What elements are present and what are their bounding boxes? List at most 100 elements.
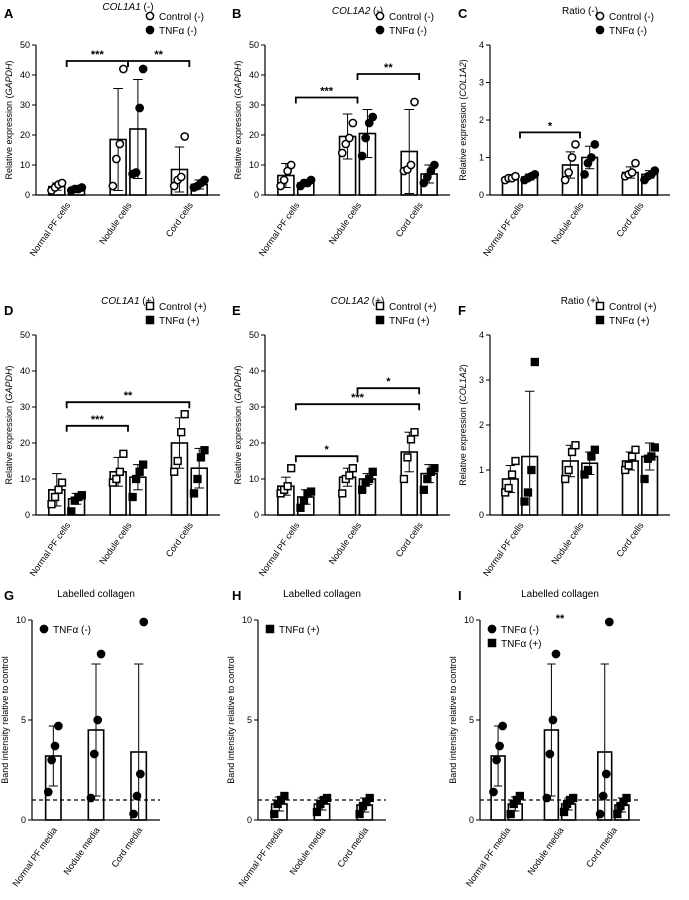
data-point xyxy=(598,791,608,801)
data-point xyxy=(368,467,377,476)
panel-letter: I xyxy=(458,588,462,603)
data-point xyxy=(67,507,76,516)
data-point xyxy=(365,793,374,803)
legend-label: Control (-) xyxy=(159,12,204,23)
data-point xyxy=(89,749,99,759)
data-point xyxy=(193,474,202,484)
data-point xyxy=(196,453,206,462)
panel-letter: F xyxy=(458,303,466,318)
x-tick-label: Nodule media xyxy=(62,825,102,876)
panel-title: COL1A1 (-) xyxy=(102,2,153,13)
legend-label: Control (-) xyxy=(609,12,654,23)
data-point xyxy=(77,183,87,192)
data-point xyxy=(590,140,600,149)
y-tick-label: 10 xyxy=(16,615,26,625)
significance-label: *** xyxy=(320,86,334,98)
panel-letter: A xyxy=(4,6,14,21)
legend-marker xyxy=(145,315,155,325)
x-tick-label: Cord cells xyxy=(394,200,425,239)
data-point xyxy=(631,445,640,454)
data-point xyxy=(590,445,599,454)
data-point xyxy=(348,464,358,473)
y-axis-label: Band intensity relative to control xyxy=(226,656,236,784)
legend-label: TNFα (+) xyxy=(609,316,650,327)
data-point xyxy=(180,132,190,141)
data-point xyxy=(132,791,142,801)
data-point xyxy=(306,175,316,185)
panel-title: Labelled collagen xyxy=(57,589,135,600)
y-tick-label: 0 xyxy=(469,815,474,825)
y-tick-label: 0 xyxy=(254,190,259,200)
data-point xyxy=(498,721,507,731)
data-point xyxy=(504,483,513,493)
y-tick-label: 10 xyxy=(20,474,30,484)
data-point xyxy=(57,478,67,487)
legend-marker xyxy=(145,25,155,35)
legend-marker xyxy=(145,301,155,311)
data-point xyxy=(527,465,536,475)
data-point xyxy=(492,755,501,765)
y-tick-label: 0 xyxy=(25,510,30,520)
data-point xyxy=(180,410,189,419)
panel-title: Labelled collagen xyxy=(283,589,361,600)
legend-marker xyxy=(595,11,605,21)
data-point xyxy=(368,112,378,122)
data-point xyxy=(348,118,358,128)
data-point xyxy=(430,160,439,170)
data-point xyxy=(511,456,520,466)
data-point xyxy=(112,474,121,484)
x-tick-label: Normal PF cells xyxy=(28,200,73,258)
y-tick-label: 50 xyxy=(249,40,259,50)
data-point xyxy=(135,467,144,476)
legend-marker xyxy=(375,11,385,21)
panel-letter: C xyxy=(458,6,468,21)
panel-letter: H xyxy=(232,588,241,603)
x-tick-label: Normal PF cells xyxy=(257,520,302,578)
data-point xyxy=(112,154,121,164)
data-point xyxy=(177,428,186,437)
data-point xyxy=(136,769,145,779)
significance-label: * xyxy=(386,376,391,388)
y-axis-label: Band intensity relative to control xyxy=(448,656,458,784)
significance-bracket xyxy=(294,403,421,411)
data-point xyxy=(129,809,138,819)
y-tick-label: 3 xyxy=(479,78,484,88)
legend-marker xyxy=(595,315,605,325)
legend-marker xyxy=(487,624,497,634)
y-tick-label: 2 xyxy=(479,420,484,430)
y-tick-label: 0 xyxy=(254,510,259,520)
y-tick-label: 40 xyxy=(20,366,30,376)
y-tick-label: 5 xyxy=(469,715,474,725)
data-point xyxy=(355,809,364,819)
x-tick-label: Nodule cells xyxy=(549,200,586,246)
x-tick-label: Nodule cells xyxy=(549,520,586,566)
data-point xyxy=(410,428,419,437)
legend-label: Control (-) xyxy=(389,12,434,23)
legend-marker xyxy=(375,25,385,35)
panel-h: H Labelled collagen 0 5 10 Band intensity rel… xyxy=(226,588,386,889)
data-point xyxy=(357,151,367,161)
data-point xyxy=(523,488,533,497)
legend-marker xyxy=(375,301,385,311)
y-tick-label: 20 xyxy=(20,130,30,140)
panel-g: G Labelled collagen 0 5 10 Band intensity rel… xyxy=(0,588,160,889)
significance-label: ** xyxy=(384,62,393,74)
y-tick-label: 4 xyxy=(479,40,484,50)
y-tick-label: 3 xyxy=(479,375,484,385)
data-point xyxy=(176,172,186,182)
data-point xyxy=(624,461,633,470)
significance-bracket xyxy=(65,60,129,67)
panel-d: D COL1A1 (+) 0 10 20 30 40 50 Relative expressio… xyxy=(4,296,220,578)
data-point xyxy=(587,452,596,461)
data-point xyxy=(506,809,515,819)
data-point xyxy=(200,175,209,185)
data-point xyxy=(419,485,428,494)
data-point xyxy=(280,791,289,801)
significance-bracket xyxy=(65,424,129,432)
data-point xyxy=(357,485,367,494)
x-tick-label: Cord media xyxy=(109,825,144,869)
data-point xyxy=(93,715,103,725)
x-tick-label: Cord cells xyxy=(614,200,645,239)
x-tick-label: Cord cells xyxy=(164,520,195,559)
